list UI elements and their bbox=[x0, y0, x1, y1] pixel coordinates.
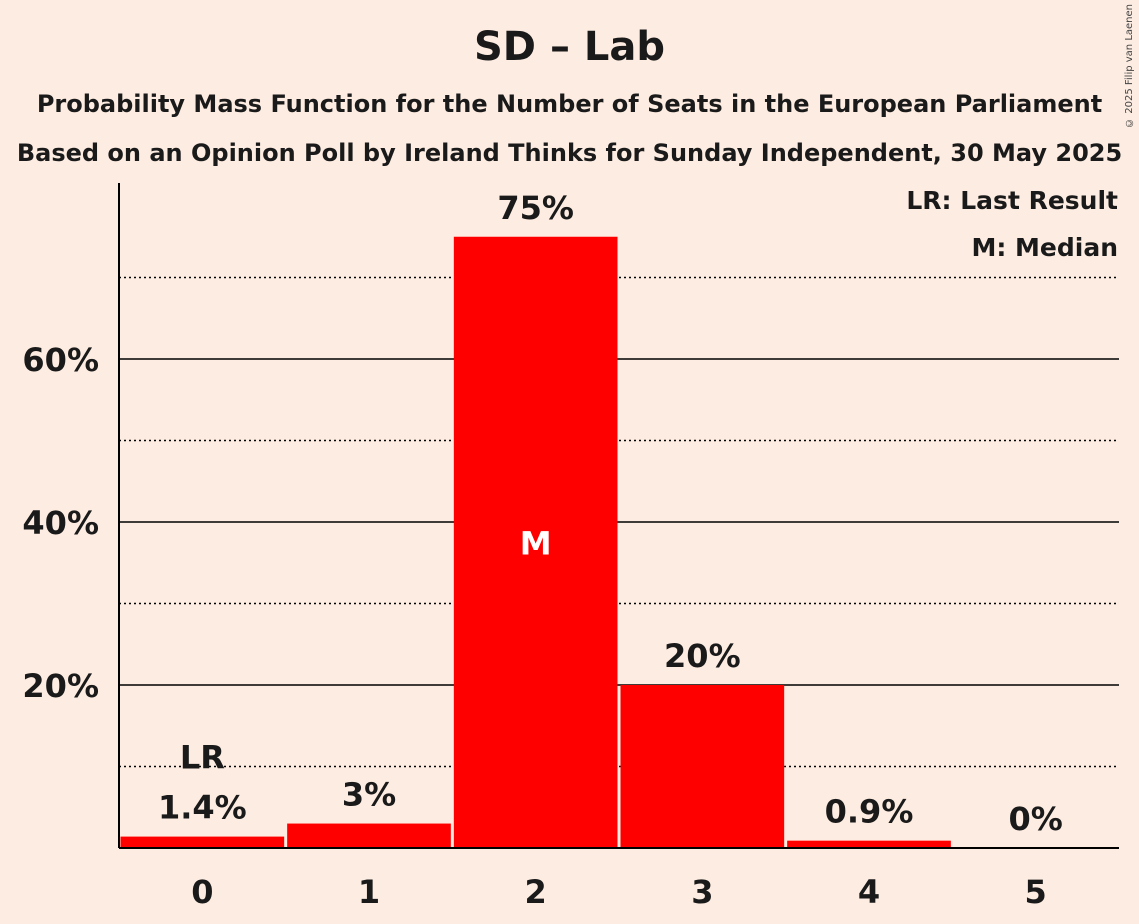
x-tick-label-0: 0 bbox=[191, 873, 213, 911]
bar-4 bbox=[787, 840, 951, 848]
y-tick-label-20: 20% bbox=[22, 667, 99, 705]
chart-title: SD – Lab bbox=[474, 24, 665, 70]
data-label-1: 3% bbox=[342, 776, 396, 814]
data-label-0: 1.4% bbox=[158, 789, 247, 827]
x-tick-label-2: 2 bbox=[525, 873, 547, 911]
x-tick-label-3: 3 bbox=[691, 873, 713, 911]
data-label-4: 0.9% bbox=[825, 793, 914, 831]
y-tick-label-40: 40% bbox=[22, 504, 99, 542]
chart-subtitle-pmf: Probability Mass Function for the Number… bbox=[36, 90, 1103, 118]
data-label-5: 0% bbox=[1009, 800, 1063, 838]
bar-0 bbox=[120, 836, 285, 848]
x-tick-label-4: 4 bbox=[858, 873, 880, 911]
data-label-3: 20% bbox=[664, 637, 741, 675]
data-label-2: 75% bbox=[497, 189, 574, 227]
legend-last-result: LR: Last Result bbox=[906, 186, 1118, 215]
last-result-marker: LR bbox=[180, 739, 225, 777]
x-tick-label-5: 5 bbox=[1025, 873, 1047, 911]
x-tick-label-1: 1 bbox=[358, 873, 380, 911]
median-marker: M bbox=[520, 524, 552, 562]
y-tick-label-60: 60% bbox=[22, 341, 99, 379]
legend-median: M: Median bbox=[971, 233, 1118, 262]
chart-subtitle-poll: Based on an Opinion Poll by Ireland Thin… bbox=[16, 139, 1123, 167]
bar-2 bbox=[453, 236, 618, 848]
bar-1 bbox=[287, 823, 451, 848]
bar-3 bbox=[620, 685, 785, 848]
